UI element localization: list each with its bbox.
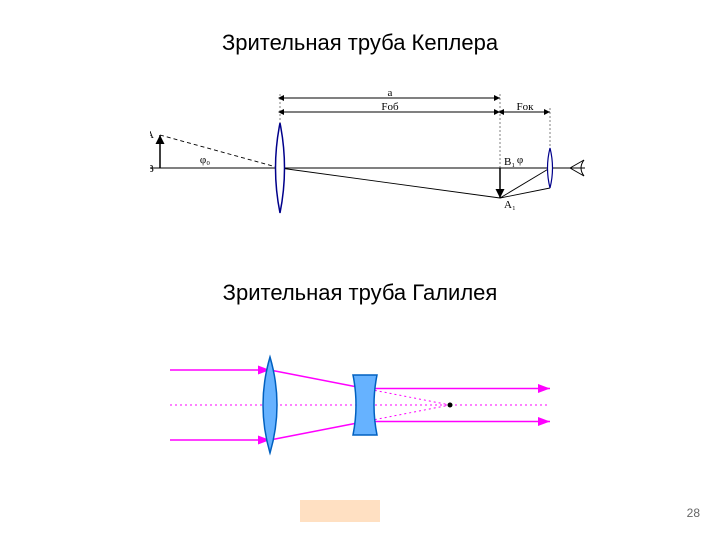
svg-text:φ₀: φ₀ [200, 154, 210, 166]
svg-text:B: B [150, 163, 154, 175]
watermark-box [300, 500, 380, 522]
svg-text:A: A [150, 129, 154, 141]
svg-text:φ: φ [517, 154, 523, 166]
page-number: 28 [687, 506, 700, 520]
svg-text:Fок: Fок [517, 101, 535, 113]
kepler-diagram: a Fоб Fок A B B₁ A₁ φ₀ φ [150, 90, 590, 220]
galileo-title: Зрительная труба Галилея [0, 280, 720, 306]
svg-text:a: a [388, 90, 393, 99]
svg-text:A₁: A₁ [504, 199, 516, 211]
galileo-diagram [170, 330, 550, 480]
svg-text:Fоб: Fоб [381, 101, 399, 113]
svg-text:B₁: B₁ [504, 156, 515, 168]
kepler-title: Зрительная труба Кеплера [0, 30, 720, 56]
slide-page: Зрительная труба Кеплера a Fоб Fок A B B₁ A₁ φ₀… [0, 0, 720, 540]
